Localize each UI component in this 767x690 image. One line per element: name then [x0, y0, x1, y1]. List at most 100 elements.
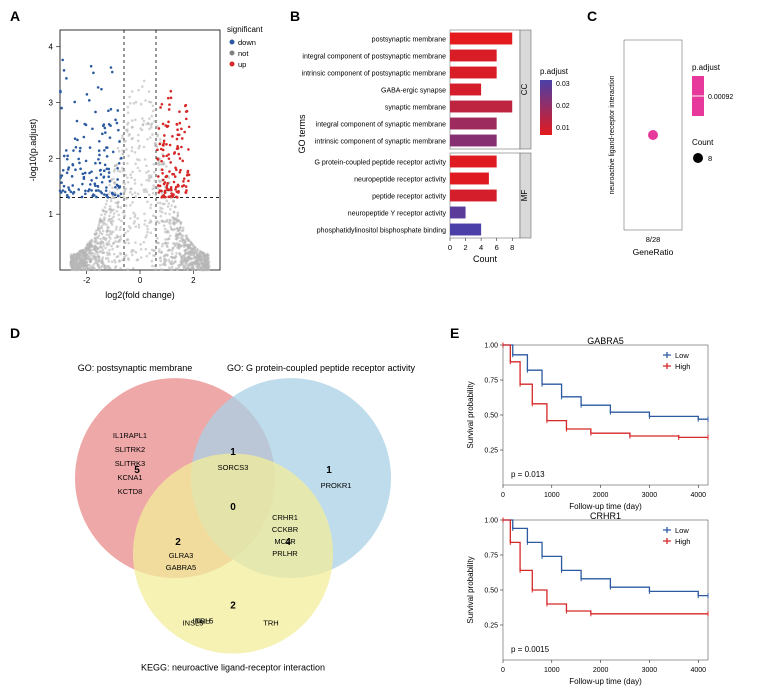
svg-text:1: 1	[326, 465, 332, 476]
kegg-dotplot: neuroactive ligand-receptor interaction 8…	[592, 10, 767, 315]
svg-text:CRHR1: CRHR1	[272, 513, 298, 522]
svg-text:MF: MF	[520, 190, 529, 202]
svg-text:neuroactive ligand-receptor in: neuroactive ligand-receptor interaction	[609, 75, 616, 194]
svg-text:CCKBR: CCKBR	[272, 525, 299, 534]
svg-text:1000: 1000	[544, 667, 560, 674]
svg-text:SORCS3: SORCS3	[218, 463, 249, 472]
svg-text:GO: postsynaptic membrane: GO: postsynaptic membrane	[78, 363, 193, 373]
svg-text:0: 0	[501, 492, 505, 499]
svg-text:Count: Count	[473, 254, 498, 264]
svg-text:8: 8	[708, 154, 712, 163]
panel-label-a: A	[10, 8, 20, 24]
svg-text:GABA-ergic synapse: GABA-ergic synapse	[381, 88, 446, 95]
svg-text:8/28: 8/28	[646, 235, 661, 244]
svg-text:p.adjust: p.adjust	[540, 67, 569, 76]
svg-text:Follow-up time (day): Follow-up time (day)	[569, 502, 642, 511]
svg-text:significant: significant	[227, 25, 263, 34]
svg-text:GABRA5: GABRA5	[587, 336, 624, 346]
svg-text:integral component of synaptic: integral component of synaptic membrane	[316, 122, 446, 129]
svg-text:neuropeptide Y receptor activi: neuropeptide Y receptor activity	[348, 211, 447, 218]
svg-text:1.00: 1.00	[484, 343, 498, 350]
svg-text:4000: 4000	[690, 667, 706, 674]
svg-text:0.00092: 0.00092	[708, 94, 733, 101]
svg-text:High: High	[675, 362, 690, 371]
svg-text:1: 1	[49, 210, 54, 219]
svg-text:0: 0	[138, 276, 143, 285]
svg-text:2: 2	[230, 601, 236, 612]
svg-text:1: 1	[230, 447, 236, 458]
svg-text:1000: 1000	[544, 492, 560, 499]
go-barplot: postsynaptic membrane integral component …	[295, 10, 595, 315]
svg-text:0.50: 0.50	[484, 413, 498, 420]
svg-text:Low: Low	[675, 526, 689, 535]
svg-text:0.02: 0.02	[556, 103, 570, 110]
svg-text:IL1RAPL1: IL1RAPL1	[113, 431, 147, 440]
svg-text:-log10(p.adjust): -log10(p.adjust)	[28, 119, 38, 182]
svg-text:GLRA3: GLRA3	[169, 551, 194, 560]
svg-text:GeneRatio: GeneRatio	[633, 247, 674, 257]
svg-text:0.25: 0.25	[484, 448, 498, 455]
svg-text:2: 2	[191, 276, 196, 285]
svg-text:Survival probability: Survival probability	[466, 556, 475, 623]
svg-text:integral component of postsyna: integral component of postsynaptic membr…	[302, 54, 446, 61]
svg-text:0.75: 0.75	[484, 378, 498, 385]
svg-text:SLITRK2: SLITRK2	[115, 445, 145, 454]
svg-text:4: 4	[49, 43, 54, 52]
svg-text:GO terms: GO terms	[297, 114, 307, 154]
svg-text:Low: Low	[675, 351, 689, 360]
svg-text:2: 2	[49, 154, 54, 163]
svg-text:0.50: 0.50	[484, 588, 498, 595]
svg-text:G protein-coupled peptide rece: G protein-coupled peptide receptor activ…	[314, 160, 446, 167]
svg-text:Follow-up time (day): Follow-up time (day)	[569, 677, 642, 686]
svg-text:SLITRK3: SLITRK3	[115, 459, 145, 468]
svg-text:2000: 2000	[593, 667, 609, 674]
svg-text:6: 6	[495, 243, 499, 252]
svg-text:p = 0.0015: p = 0.0015	[511, 645, 550, 654]
venn-diagram: GO: postsynaptic membraneGO: G protein-c…	[18, 335, 448, 690]
svg-text:postsynaptic membrane: postsynaptic membrane	[372, 37, 446, 44]
svg-text:Survival probability: Survival probability	[466, 381, 475, 448]
svg-text:PROKR1: PROKR1	[321, 481, 352, 490]
svg-text:0.75: 0.75	[484, 553, 498, 560]
svg-text:phosphatidylinositol bisphosph: phosphatidylinositol bisphosphate bindin…	[317, 228, 446, 235]
svg-text:CRHR1: CRHR1	[590, 511, 621, 521]
svg-text:4000: 4000	[690, 492, 706, 499]
svg-text:down: down	[238, 38, 256, 47]
svg-text:CC: CC	[520, 84, 529, 96]
svg-text:0.01: 0.01	[556, 125, 570, 132]
svg-text:2: 2	[463, 243, 467, 252]
svg-text:-2: -2	[83, 276, 91, 285]
svg-text:0: 0	[448, 243, 452, 252]
svg-text:INSL5: INSL5	[183, 619, 204, 628]
svg-text:GABRA5: GABRA5	[166, 563, 196, 572]
svg-text:KEGG: neuroactive ligand-recep: KEGG: neuroactive ligand-receptor intera…	[141, 663, 325, 673]
svg-text:up: up	[238, 60, 246, 69]
svg-text:log2(fold change): log2(fold change)	[105, 290, 175, 300]
svg-text:PRLHR: PRLHR	[272, 549, 298, 558]
svg-text:TRH: TRH	[263, 619, 278, 628]
svg-text:MC2R: MC2R	[274, 537, 296, 546]
svg-text:not: not	[238, 49, 249, 58]
svg-text:8: 8	[510, 243, 514, 252]
svg-text:peptide receptor activity: peptide receptor activity	[372, 194, 446, 201]
svg-text:Count: Count	[692, 138, 714, 147]
svg-text:1.00: 1.00	[484, 518, 498, 525]
svg-text:p.adjust: p.adjust	[692, 63, 721, 72]
svg-text:0.25: 0.25	[484, 623, 498, 630]
svg-text:synaptic membrane: synaptic membrane	[385, 105, 446, 112]
svg-text:intrinsic component of synapti: intrinsic component of synaptic membrane	[315, 139, 446, 146]
svg-text:intrinsic component of postsyn: intrinsic component of postsynaptic memb…	[302, 71, 446, 78]
svg-text:neuropeptide receptor activity: neuropeptide receptor activity	[354, 177, 446, 184]
svg-text:3: 3	[49, 99, 54, 108]
svg-text:3000: 3000	[642, 492, 658, 499]
svg-text:0.03: 0.03	[556, 81, 570, 88]
km-plots: 0 1000 2000 3000 4000 0.25 0.50 0.75 1.00 GABRA5 p…	[455, 335, 765, 690]
svg-text:3000: 3000	[642, 667, 658, 674]
svg-text:4: 4	[479, 243, 483, 252]
svg-text:KCNA1: KCNA1	[117, 473, 142, 482]
svg-text:p = 0.013: p = 0.013	[511, 470, 545, 479]
svg-text:0: 0	[501, 667, 505, 674]
svg-text:2000: 2000	[593, 492, 609, 499]
svg-text:2: 2	[175, 537, 181, 548]
volcano-plot: -2 0 2 1 2 3 4 log2(fold change) -log10(p.adjust…	[20, 10, 290, 310]
